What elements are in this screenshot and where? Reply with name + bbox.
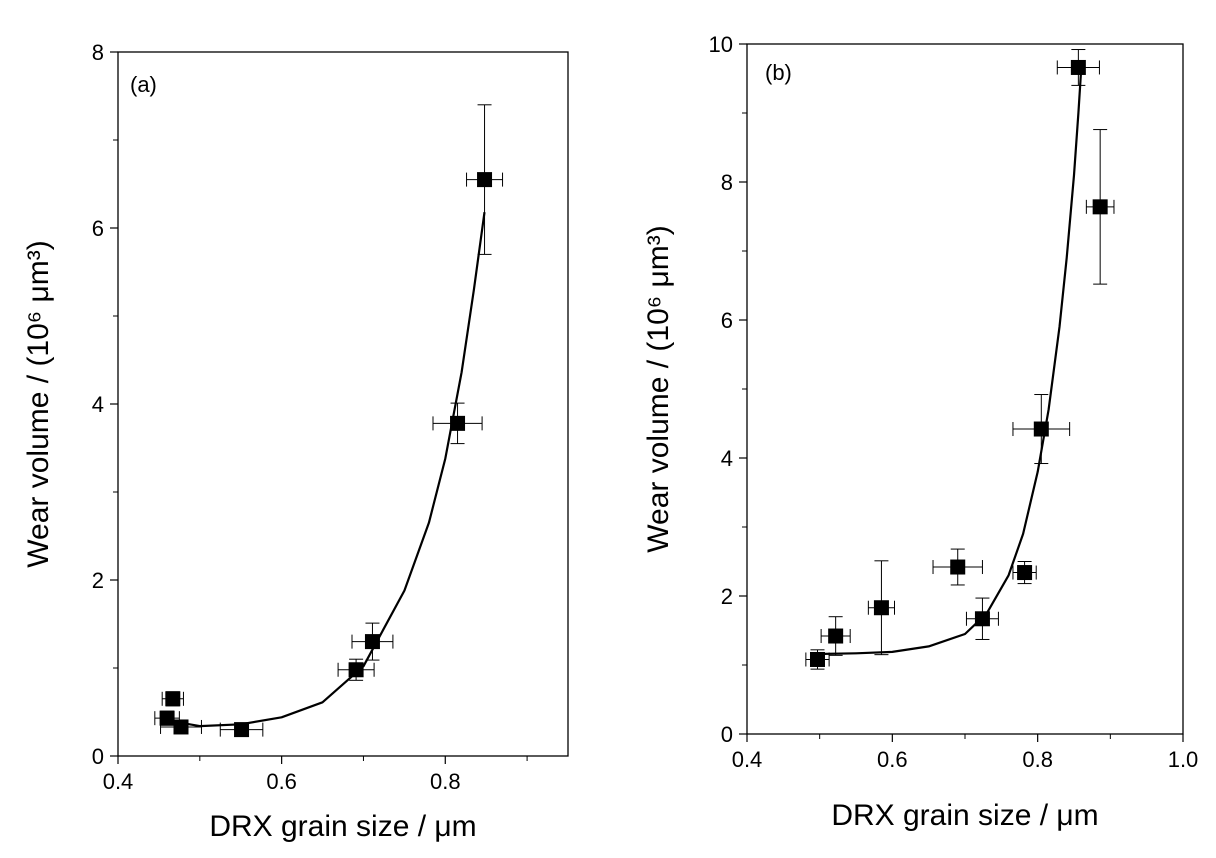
- data-point: [1017, 565, 1033, 581]
- data-point: [1033, 421, 1049, 437]
- x-axis-title: DRX grain size / μm: [831, 799, 1098, 832]
- y-tick-label: 0: [721, 722, 733, 747]
- data-point: [348, 662, 364, 678]
- y-tick-label: 8: [721, 170, 733, 195]
- panel-label: (b): [765, 60, 792, 85]
- y-tick-label: 2: [92, 568, 104, 593]
- data-point: [873, 600, 889, 616]
- x-tick-label: 0.4: [103, 769, 134, 794]
- data-point: [950, 559, 966, 575]
- data-point: [477, 172, 493, 188]
- data-point: [1070, 59, 1086, 75]
- y-tick-label: 6: [92, 216, 104, 241]
- plot-frame: [117, 51, 569, 757]
- x-tick-label: 0.6: [877, 747, 908, 772]
- x-tick-label: 0.8: [1022, 747, 1053, 772]
- data-point: [974, 611, 990, 627]
- data-point: [159, 710, 175, 726]
- data-point: [234, 722, 250, 738]
- y-tick-label: 4: [92, 392, 104, 417]
- panel-b: 0.4 0.6 0.8 1.0 0 2 4 6 8 10 DRX grain size / μm We…: [642, 32, 1198, 832]
- data-point: [165, 691, 181, 707]
- x-tick-label: 0.4: [732, 747, 763, 772]
- plot-frame: [746, 43, 1184, 735]
- y-tick-label: 4: [721, 446, 733, 471]
- panel-label: (a): [130, 72, 157, 97]
- fit-curve: [817, 67, 1083, 656]
- y-tick-label: 10: [709, 32, 733, 57]
- x-tick-label: 1.0: [1168, 747, 1199, 772]
- x-axis-title: DRX grain size / μm: [209, 810, 476, 843]
- y-tick-label: 6: [721, 308, 733, 333]
- y-tick-label: 0: [92, 744, 104, 769]
- y-tick-label: 8: [92, 40, 104, 65]
- panel-a: 0.4 0.6 0.8 0 2 4 6 8 DRX grain size / μm Wear vo…: [22, 40, 569, 843]
- y-axis-title: Wear volume / (10⁶ μm³): [642, 225, 675, 552]
- data-point: [1092, 199, 1108, 215]
- x-tick-label: 0.6: [266, 769, 297, 794]
- fit-curve: [179, 212, 486, 728]
- y-axis-title: Wear volume / (10⁶ μm³): [22, 240, 55, 567]
- data-point: [828, 628, 844, 644]
- data-point: [173, 719, 189, 735]
- data-point: [364, 634, 380, 650]
- data-point: [450, 415, 466, 431]
- y-tick-label: 2: [721, 584, 733, 609]
- x-tick-label: 0.8: [430, 769, 461, 794]
- data-point: [809, 651, 825, 667]
